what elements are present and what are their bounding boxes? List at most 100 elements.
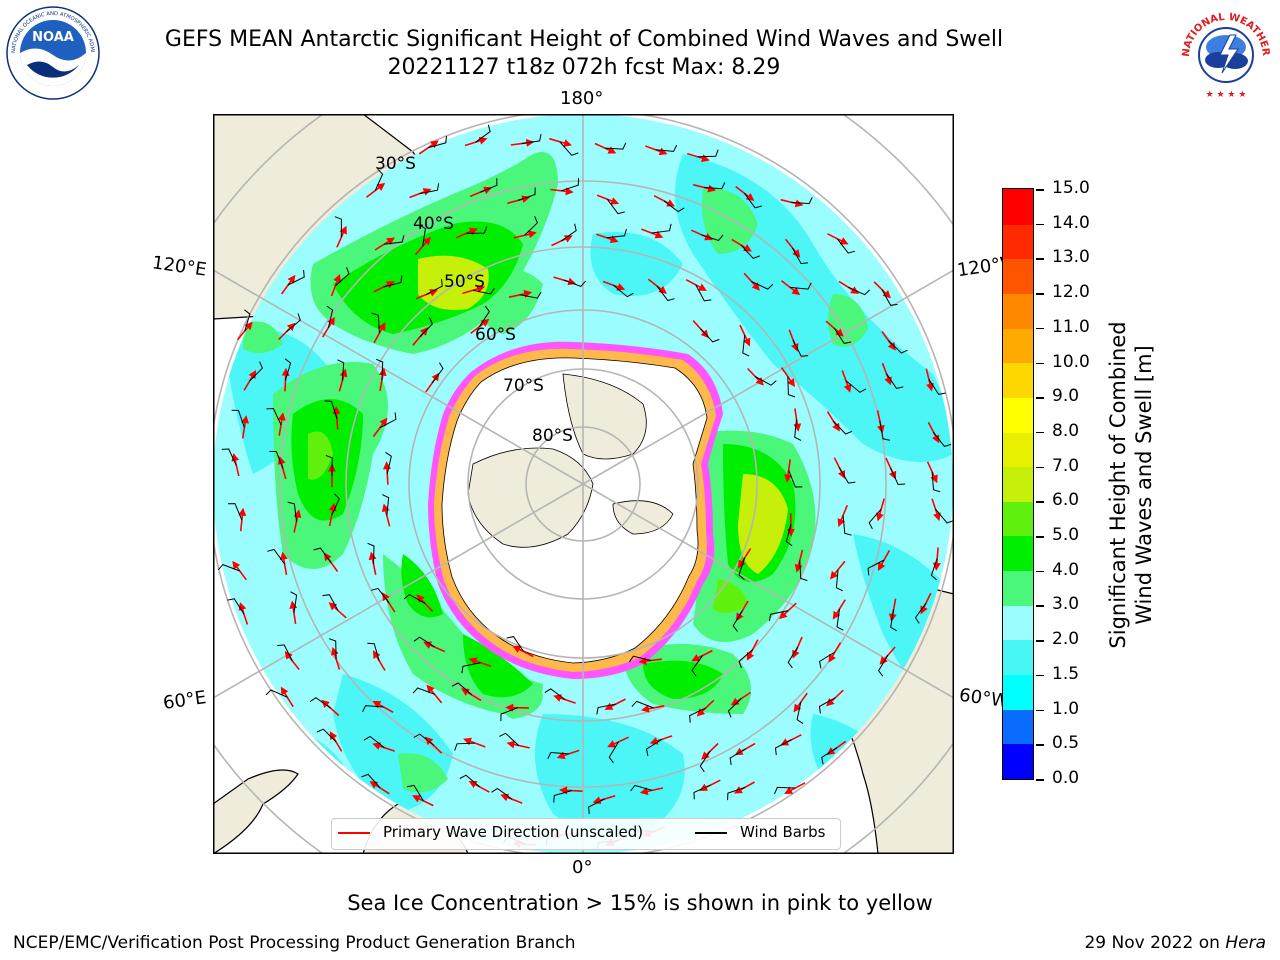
wind-barb — [885, 373, 904, 389]
wave-direction-arrow — [746, 639, 759, 661]
colorbar-tick — [1036, 362, 1044, 365]
colorbar-tick — [1036, 327, 1044, 330]
wind-barb — [930, 558, 938, 581]
colorbar-tick-label: 5.0 — [1052, 525, 1080, 546]
wave-direction-legend-line — [338, 832, 370, 834]
wind-barb — [788, 470, 803, 488]
wind-barb — [879, 421, 890, 441]
wind-barb — [322, 594, 339, 611]
wind-barb — [608, 741, 620, 764]
wave-direction-arrow — [780, 198, 804, 208]
wind-barb — [604, 142, 627, 150]
wind-barb — [819, 651, 836, 669]
wave-direction-arrow — [328, 502, 337, 527]
colorbar-tick-label: 12.0 — [1052, 282, 1090, 303]
colorbar-segment — [1003, 709, 1033, 745]
wind-barb — [691, 655, 703, 677]
colorbar-segment — [1003, 258, 1033, 294]
wind-barb — [475, 124, 491, 143]
wind-barb — [316, 728, 337, 743]
wave-direction-arrow — [369, 781, 390, 795]
wind-barb — [888, 340, 908, 354]
wind-barb — [630, 784, 653, 792]
colorbar-tick-label: 6.0 — [1052, 490, 1080, 511]
colorbar-title: Significant Height of Combined Wind Wave… — [1105, 321, 1157, 648]
wind-barb — [454, 742, 476, 751]
wind-barb — [267, 548, 286, 565]
wind-barb — [384, 235, 405, 245]
wind-barb — [547, 751, 569, 760]
colorbar-tick-label: 7.0 — [1052, 455, 1080, 476]
wave-direction-arrow — [693, 183, 717, 193]
wind-barb — [227, 503, 243, 521]
colorbar-segment — [1003, 328, 1033, 364]
wind-barb — [361, 773, 381, 789]
wind-barb — [848, 286, 871, 296]
wind-barb — [768, 610, 789, 622]
wind-barb — [774, 739, 792, 756]
wind-barb — [791, 197, 813, 205]
colorbar-tick — [1036, 640, 1044, 642]
wind-barb — [835, 569, 843, 592]
colorbar-tick-label: 14.0 — [1052, 212, 1090, 233]
colorbar-segment — [1003, 189, 1033, 225]
wind-barb — [606, 199, 625, 215]
wave-direction-arrow — [784, 459, 792, 483]
wind-barb — [774, 786, 796, 795]
colorbar-title-line2: Wind Waves and Swell [m] — [1132, 345, 1156, 625]
noaa-logo-text: NOAA — [32, 30, 74, 45]
wind-barb — [385, 451, 392, 474]
wind-barb — [727, 786, 746, 801]
wind-barb — [699, 750, 711, 773]
wind-barb — [227, 598, 245, 615]
wave-direction-arrow — [236, 321, 253, 341]
wind-barb — [655, 144, 678, 152]
wave-direction-arrow — [641, 704, 665, 713]
wind-barb — [363, 735, 385, 748]
wind-barb — [326, 305, 334, 328]
colorbar-segment — [1003, 431, 1033, 468]
date-text: 29 Nov 2022 on — [1084, 933, 1220, 953]
wind-barb — [491, 787, 513, 800]
colorbar-tick — [1036, 501, 1044, 503]
wave-direction-arrow — [455, 227, 478, 239]
wave-direction-legend-label: Primary Wave Direction (unscaled) — [383, 823, 644, 841]
wind-barb — [663, 200, 685, 213]
colorbar-tick-label: 0.0 — [1052, 768, 1080, 788]
wave-direction-arrow — [336, 225, 347, 248]
colorbar-segment — [1003, 362, 1033, 398]
colorbar-segment — [1003, 605, 1033, 641]
wind-barb — [877, 654, 889, 677]
wind-barb — [290, 591, 298, 614]
wind-barb — [697, 149, 719, 158]
colorbar-tick-label: 15.0 — [1052, 178, 1090, 198]
wind-barb — [868, 508, 882, 530]
wind-barb — [732, 610, 743, 632]
chart-title-line2: 20221127 t18z 072h fcst Max: 8.29 — [387, 55, 781, 80]
colorbar-segment — [1003, 466, 1033, 502]
wind-barb — [559, 141, 579, 156]
wind-barb-legend-label: Wind Barbs — [740, 823, 826, 841]
wave-direction-arrow — [592, 795, 616, 805]
colorbar-tick — [1036, 397, 1044, 399]
wind-barb — [362, 705, 384, 713]
wind-barb — [266, 407, 282, 426]
wind-barb — [313, 547, 332, 563]
map-legend: Primary Wave Direction (unscaled) Wind B… — [331, 818, 841, 850]
wind-barb — [379, 412, 397, 429]
wind-barb — [221, 448, 237, 466]
colorbar-tick — [1036, 709, 1044, 712]
wind-barb — [413, 733, 435, 746]
wind-barb — [382, 494, 390, 516]
wave-direction-arrow — [551, 235, 573, 247]
wind-barb — [794, 419, 802, 441]
wave-direction-arrow — [747, 367, 764, 386]
wind-barb — [561, 223, 577, 242]
wave-direction-arrow — [826, 689, 844, 707]
wave-direction-arrow — [238, 507, 247, 532]
colorbar-tick-label: 1.0 — [1052, 698, 1080, 719]
wind-barb-legend-line — [695, 832, 727, 834]
colorbar-segment — [1003, 674, 1033, 710]
wind-barb — [563, 279, 586, 287]
colorbar-segment — [1003, 570, 1033, 606]
